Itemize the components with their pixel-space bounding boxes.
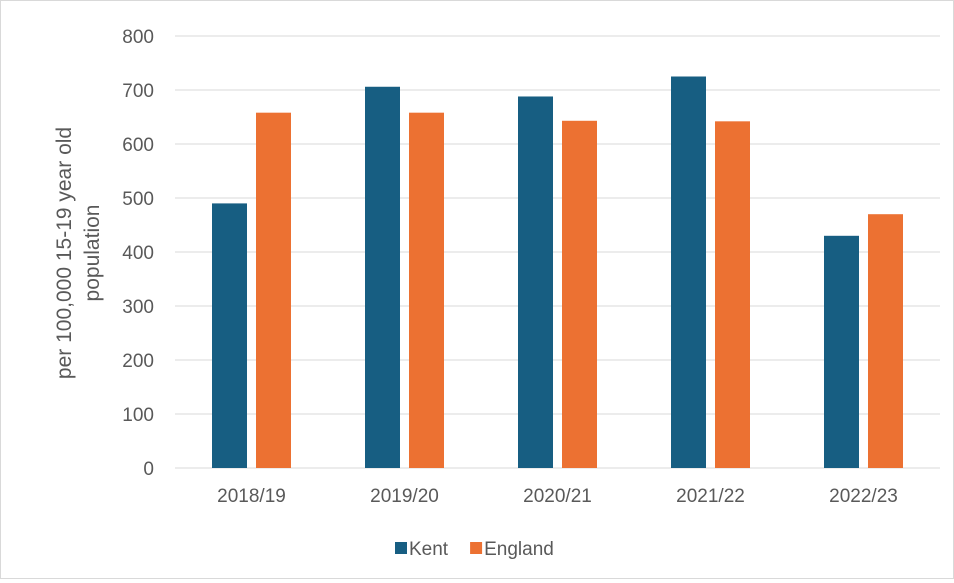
bar-england-2019-20 <box>409 112 444 469</box>
bar-england-2018-19 <box>256 112 291 469</box>
y-tick-label: 800 <box>122 27 154 48</box>
bar-england-2022-23 <box>868 214 903 468</box>
bar-kent-2021-22 <box>671 76 706 468</box>
legend-swatch-kent <box>395 542 407 554</box>
bar-kent-2018-19 <box>212 203 247 468</box>
x-axis-ticks: 2018/19 2019/20 2020/21 2021/22 2022/23 <box>217 486 898 507</box>
legend: Kent England <box>395 539 554 560</box>
y-tick-label: 200 <box>122 351 154 372</box>
bar-kent-2019-20 <box>365 86 400 468</box>
y-tick-label: 700 <box>122 81 154 102</box>
y-tick-label: 100 <box>122 405 154 426</box>
y-tick-label: 600 <box>122 135 154 156</box>
legend-label-kent: Kent <box>409 539 449 560</box>
bar-kent-2020-21 <box>518 96 553 468</box>
bar-kent-2022-23 <box>824 235 859 468</box>
x-tick-label: 2021/22 <box>676 486 745 507</box>
y-axis-ticks: 0 100 200 300 400 500 600 700 800 <box>122 27 154 480</box>
bar-england-2021-22 <box>715 121 750 468</box>
legend-swatch-england <box>470 542 483 554</box>
legend-label-england: England <box>484 539 554 560</box>
y-tick-label: 400 <box>122 243 154 264</box>
x-tick-label: 2020/21 <box>523 486 592 507</box>
y-tick-label: 300 <box>122 297 154 318</box>
x-tick-label: 2018/19 <box>217 486 286 507</box>
bar-england-2020-21 <box>562 120 597 468</box>
gridlines <box>175 35 940 469</box>
x-tick-label: 2019/20 <box>370 486 439 507</box>
bars <box>212 76 903 469</box>
y-tick-label: 0 <box>143 459 154 480</box>
x-tick-label: 2022/23 <box>829 486 898 507</box>
y-axis-label-line-1: per 100,000 15-19 year old <box>53 127 76 379</box>
y-tick-label: 500 <box>122 189 154 210</box>
y-axis-label-line-2: population <box>81 205 104 302</box>
